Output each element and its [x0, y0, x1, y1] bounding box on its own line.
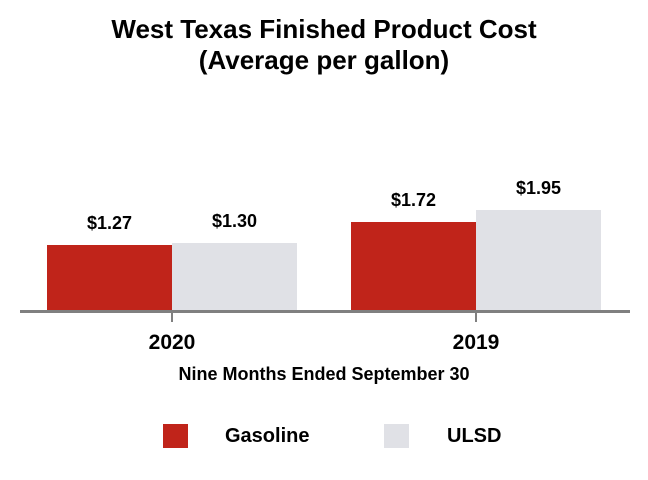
legend-swatch-ulsd [384, 424, 409, 448]
x-axis-tick-2020 [171, 311, 173, 322]
chart-title: West Texas Finished Product Cost (Averag… [0, 14, 648, 76]
chart-title-line1: West Texas Finished Product Cost [111, 14, 537, 44]
value-label-ulsd-2020: $1.30 [211, 211, 258, 231]
value-label-gasoline-2020: $1.27 [86, 213, 133, 233]
chart-title-line2: (Average per gallon) [198, 45, 450, 75]
bar-gasoline-2020 [47, 245, 172, 311]
x-axis-tick-2019 [475, 311, 477, 322]
legend-swatch-gasoline [163, 424, 188, 448]
value-label-gasoline-2019: $1.72 [390, 190, 437, 210]
x-axis-line [20, 310, 630, 313]
bar-ulsd-2020 [172, 243, 297, 311]
value-label-ulsd-2019: $1.95 [515, 178, 562, 198]
bar-ulsd-2019 [476, 210, 601, 311]
category-label-2020: 2020 [148, 331, 196, 354]
bar-gasoline-2019 [351, 222, 476, 311]
x-axis-title: Nine Months Ended September 30 [178, 364, 470, 384]
legend-label-ulsd: ULSD [447, 425, 502, 447]
legend-label-gasoline: Gasoline [225, 425, 310, 447]
category-label-2019: 2019 [452, 331, 500, 354]
